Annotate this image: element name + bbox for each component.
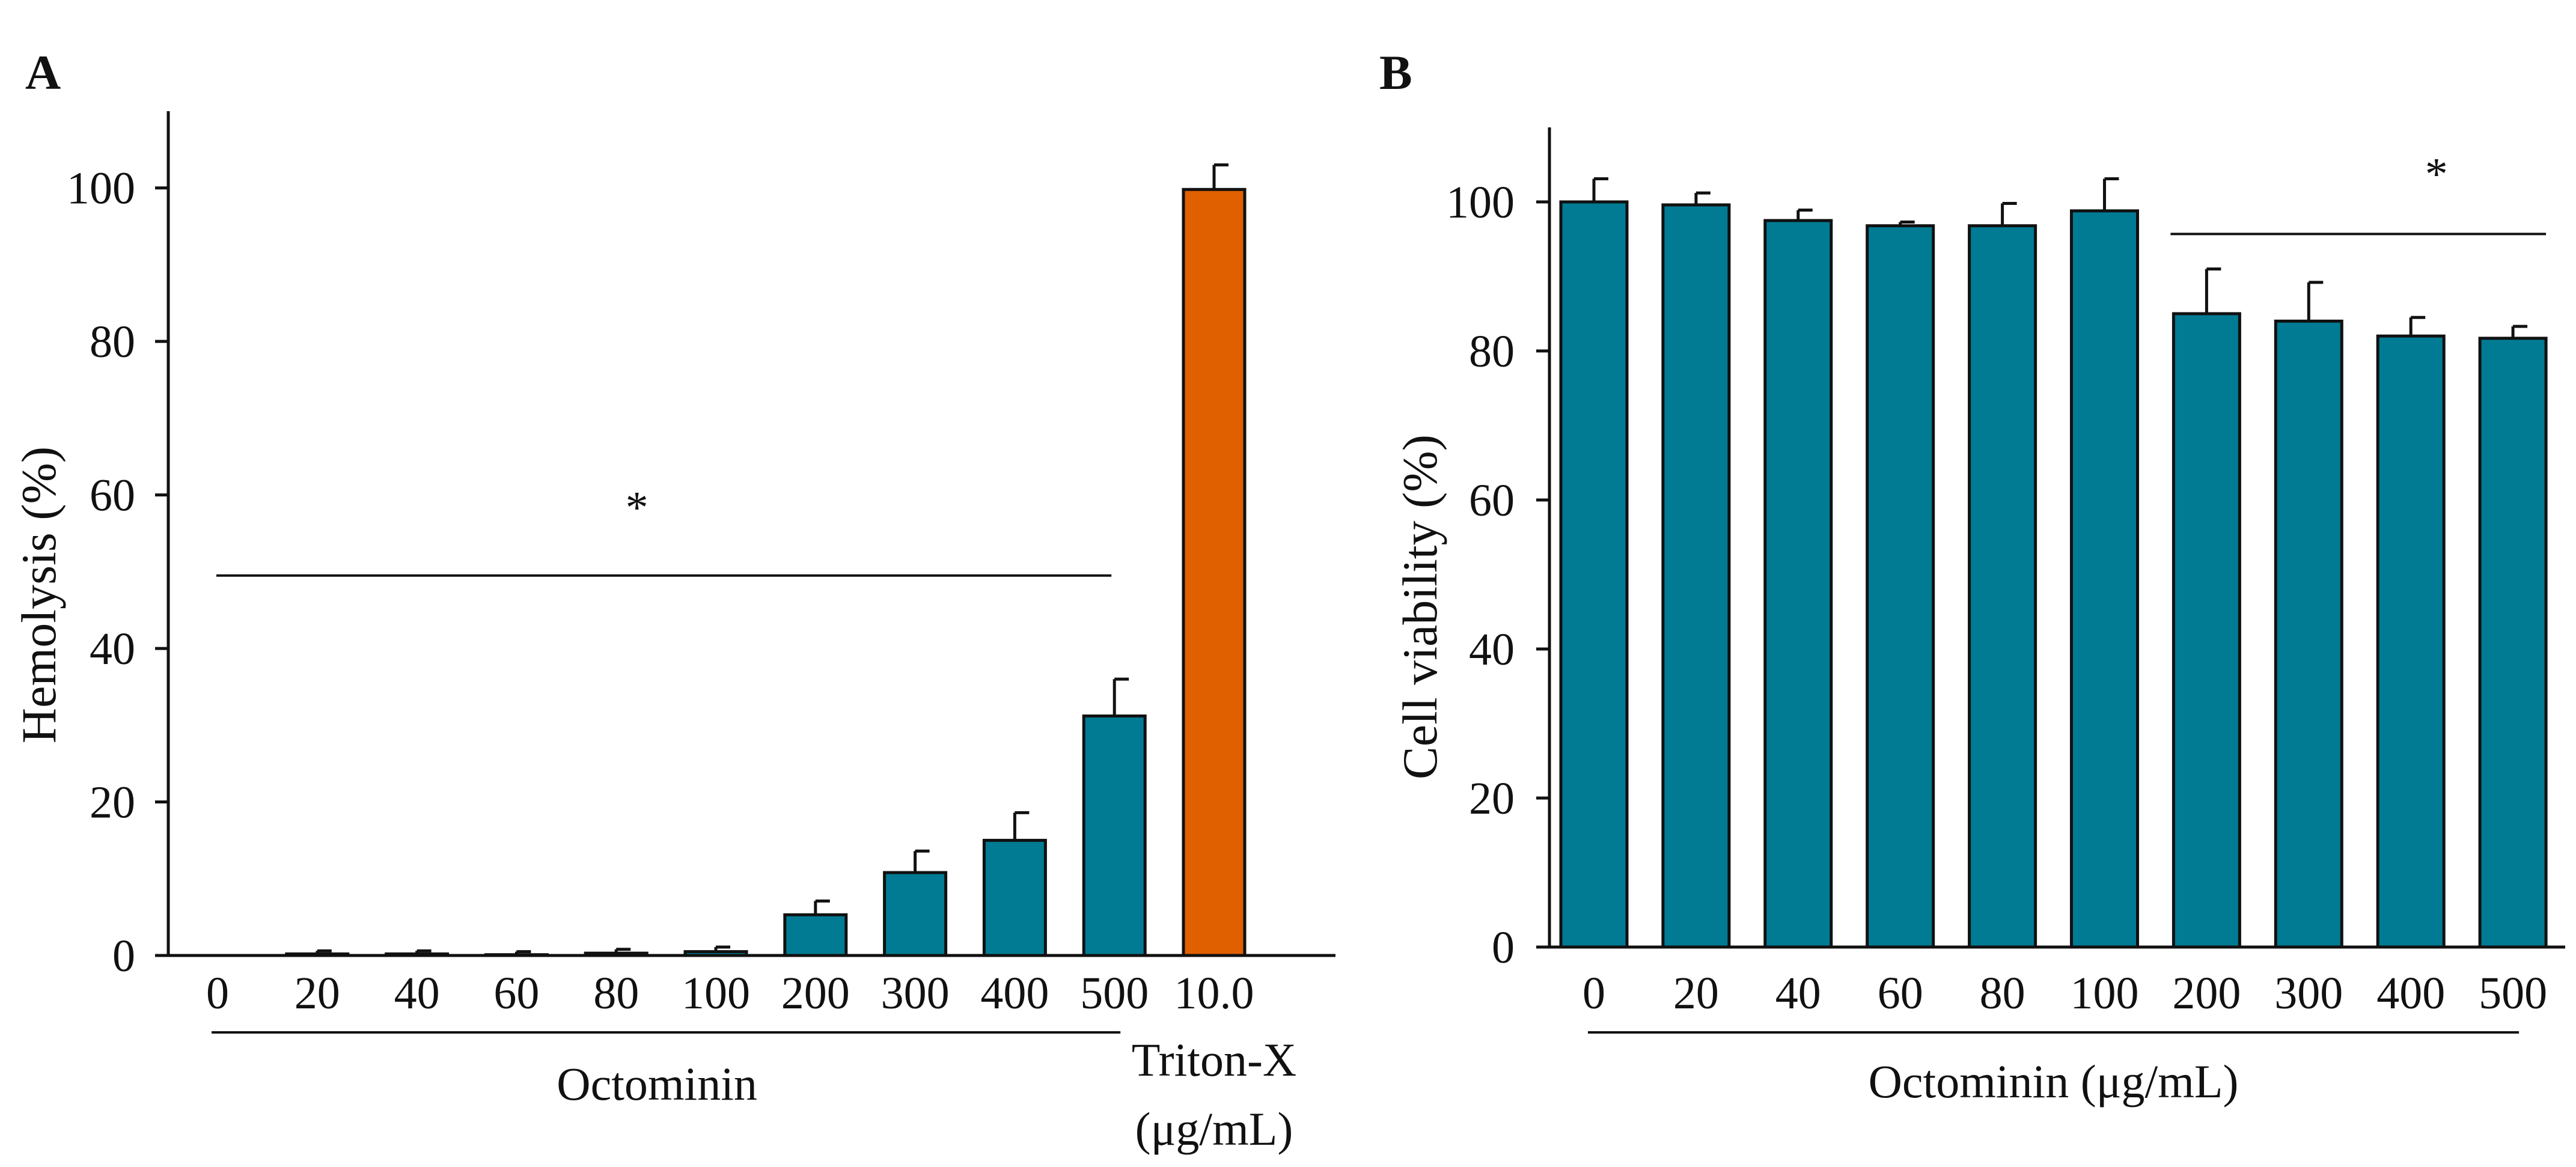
bar [1866, 224, 1935, 949]
x-tick-label: 200 [2172, 968, 2241, 1019]
panel-a-plot: 0 20 40 60 80 100 0 20 40 60 80 100 200 300 400 500 10.0… [67, 111, 1335, 1155]
bar [584, 951, 649, 957]
panel-a: A Hemolysis (%) 0 20 40 60 80 100 0 20 40 60 80 100… [11, 45, 1335, 1155]
x-tick-label: 100 [2071, 968, 2139, 1019]
panel-a-y-axis-title: Hemolysis (%) [11, 446, 66, 743]
significance-star: * [626, 483, 649, 533]
bar [1082, 714, 1147, 957]
x-tick-label: 0 [1583, 968, 1605, 1019]
bar [385, 952, 450, 957]
bar [2376, 334, 2446, 949]
x-tick-label: 40 [1775, 968, 1821, 1019]
y-tick-label: 0 [112, 931, 135, 981]
x-tick-label: 100 [682, 968, 750, 1019]
bar [1763, 219, 1833, 949]
x-tick-label: 200 [781, 968, 850, 1019]
bar [2172, 312, 2241, 949]
bar [1661, 203, 1731, 949]
group-label: Octominin (μg/mL) [1869, 1055, 2239, 1108]
x-tick-label: 10.0 [1174, 968, 1254, 1019]
x-tick-label: 80 [593, 968, 639, 1019]
x-tick-label: 400 [2376, 968, 2445, 1019]
x-tick-label: 20 [1673, 968, 1719, 1019]
x-tick-label: 20 [295, 968, 340, 1019]
bar [683, 950, 748, 957]
y-tick-label: 100 [67, 163, 135, 214]
x-tick-label: 40 [394, 968, 440, 1019]
x-tick-label: 400 [980, 968, 1049, 1019]
bar [285, 952, 350, 957]
y-tick-label: 0 [1492, 922, 1515, 973]
bar [982, 838, 1047, 957]
x-tick-label: 300 [881, 968, 950, 1019]
group-label: Octominin [557, 1058, 757, 1110]
y-tick-label: 60 [1469, 475, 1515, 526]
x-tick-label: 60 [493, 968, 539, 1019]
y-tick-label: 20 [1469, 773, 1515, 824]
y-tick-label: 20 [90, 778, 135, 828]
x-tick-label: 80 [1980, 968, 2025, 1019]
x-tick-label: 60 [1878, 968, 1923, 1019]
panel-a-letter: A [25, 45, 61, 100]
y-tick-label: 100 [1446, 177, 1515, 228]
group-label: Triton-X [1132, 1034, 1297, 1086]
panel-b-letter: B [1379, 45, 1412, 100]
x-tick-label: 500 [1080, 968, 1149, 1019]
y-tick-label: 80 [1469, 326, 1515, 377]
bar [2478, 337, 2548, 949]
bar [1182, 187, 1247, 957]
bar [1559, 200, 1629, 949]
x-tick-label: 300 [2274, 968, 2343, 1019]
panel-b-plot: 0 20 40 60 80 100 0 20 40 60 80 100 200 300 400 500 * Oct… [1446, 127, 2565, 1108]
bar [883, 871, 948, 957]
panel-b-y-axis-title: Cell viability (%) [1393, 434, 1447, 779]
bar [2070, 209, 2139, 949]
x-tick-label: 500 [2479, 968, 2547, 1019]
bar [2274, 319, 2343, 949]
y-tick-label: 80 [90, 317, 135, 367]
y-tick-label: 40 [1469, 624, 1515, 675]
panel-b: B Cell viability (%) 0 20 40 60 80 100 0 20 40 60… [1379, 45, 2565, 1108]
y-tick-label: 60 [90, 471, 135, 521]
bar [783, 913, 848, 957]
significance-star: * [2425, 149, 2448, 200]
y-tick-label: 40 [90, 624, 135, 674]
x-tick-label: 0 [206, 968, 229, 1019]
unit-label: (μg/mL) [1135, 1103, 1293, 1155]
bar [1968, 224, 2037, 949]
